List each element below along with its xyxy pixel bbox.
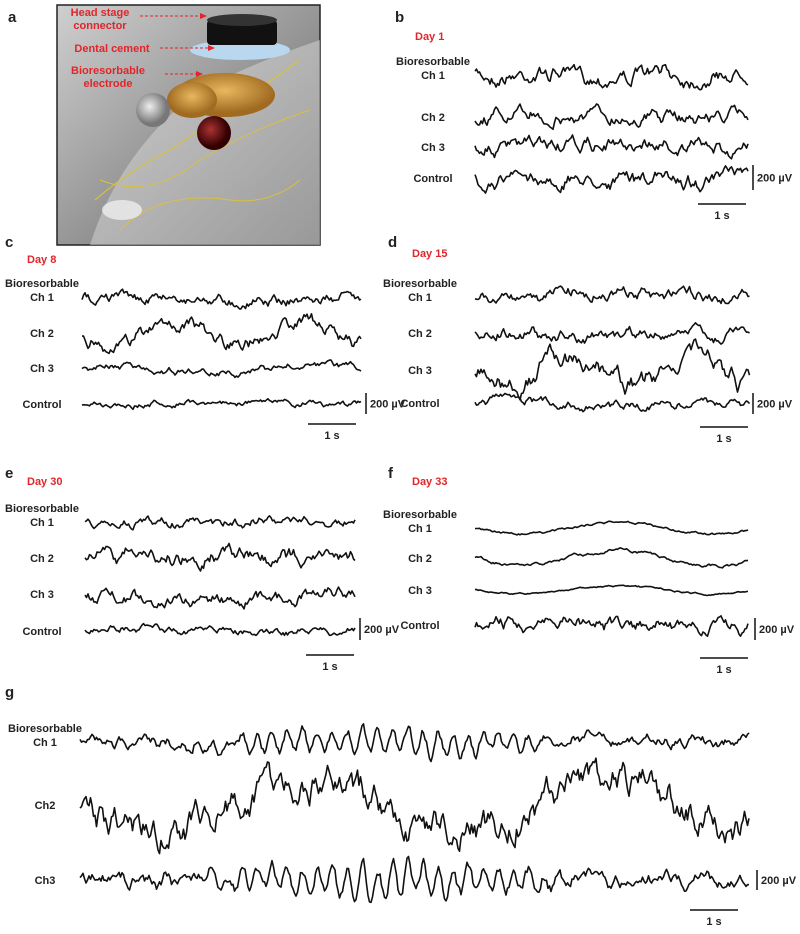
scale-label-t: 1 s (322, 661, 337, 673)
eeg-trace (474, 165, 749, 194)
scale-label-v: 200 µV (759, 624, 795, 636)
scale-label-v: 200 µV (757, 399, 793, 411)
eeg-trace (79, 855, 750, 904)
channel-label: Ch 3 (30, 363, 54, 375)
day-title: Day 15 (412, 248, 447, 260)
channel-label: Bioresorbable (5, 503, 79, 515)
annotation: Dental cement (74, 43, 150, 55)
scale-label-t: 1 s (324, 430, 339, 442)
eeg-trace (81, 359, 362, 379)
channel-label: Control (22, 399, 61, 411)
channel-label: Control (413, 173, 452, 185)
eeg-trace (84, 622, 356, 637)
panel-label: c (5, 234, 13, 251)
panel-label: e (5, 465, 13, 482)
annotation: Head stage (71, 7, 130, 19)
channel-label: Ch 1 (421, 70, 445, 82)
eeg-trace (474, 615, 749, 637)
eeg-trace (474, 392, 751, 413)
eeg-trace (79, 723, 750, 763)
panel-label: d (388, 234, 397, 251)
channel-label: Ch 2 (408, 553, 432, 565)
channel-label: Ch 1 (408, 292, 432, 304)
eeg-trace (84, 586, 356, 610)
channel-label: Ch3 (35, 875, 56, 887)
panel-label: a (8, 9, 17, 26)
channel-label: Ch 2 (30, 328, 54, 340)
channel-label: Bioresorbable (396, 56, 470, 68)
eeg-trace (475, 520, 749, 536)
channel-label: Bioresorbable (383, 509, 457, 521)
channel-label: Bioresorbable (8, 723, 82, 735)
eeg-trace (81, 398, 362, 411)
eeg-trace (84, 542, 356, 572)
eeg-trace (81, 288, 362, 310)
eeg-trace (474, 584, 749, 597)
panel-label: f (388, 465, 394, 482)
channel-label: Ch 2 (408, 328, 432, 340)
channel-label: Bioresorbable (383, 278, 457, 290)
channel-label: Ch 2 (30, 553, 54, 565)
eeg-trace (474, 285, 750, 305)
annotation: electrode (84, 78, 133, 90)
panel-a-image (56, 4, 321, 246)
eeg-trace (474, 322, 750, 345)
eeg-trace (79, 757, 750, 855)
eeg-trace (474, 134, 749, 160)
eeg-trace (474, 338, 751, 401)
day-title: Day 30 (27, 476, 62, 488)
scale-label-v: 200 µV (757, 173, 793, 185)
eeg-trace (474, 63, 749, 91)
eeg-trace (81, 313, 362, 355)
channel-label: Bioresorbable (5, 278, 79, 290)
channel-label: Ch 1 (30, 517, 54, 529)
scale-label-t: 1 s (706, 916, 721, 928)
channel-label: Ch2 (35, 800, 56, 812)
channel-label: Control (22, 626, 61, 638)
channel-label: Ch 1 (408, 523, 432, 535)
panel-label: g (5, 684, 14, 701)
channel-label: Ch 3 (30, 589, 54, 601)
eeg-trace (474, 547, 749, 569)
eeg-trace (474, 103, 749, 131)
channel-label: Ch 3 (408, 365, 432, 377)
channel-label: Ch 3 (421, 142, 445, 154)
scale-label-v: 200 µV (370, 399, 406, 411)
scale-label-v: 200 µV (364, 624, 400, 636)
day-title: Day 1 (415, 31, 444, 43)
channel-label: Control (400, 398, 439, 410)
scale-label-t: 1 s (716, 664, 731, 676)
eeg-trace (84, 515, 356, 531)
day-title: Day 8 (27, 254, 56, 266)
annotation: connector (73, 20, 127, 32)
channel-label: Ch 3 (408, 585, 432, 597)
panel-label: b (395, 9, 404, 26)
channel-label: Ch 1 (33, 737, 57, 749)
annotation: Bioresorbable (71, 65, 145, 77)
day-title: Day 33 (412, 476, 447, 488)
channel-label: Control (400, 620, 439, 632)
scale-label-t: 1 s (716, 433, 731, 445)
scale-label-t: 1 s (714, 210, 729, 222)
channel-label: Ch 2 (421, 112, 445, 124)
scale-label-v: 200 µV (761, 875, 797, 887)
channel-label: Ch 1 (30, 292, 54, 304)
